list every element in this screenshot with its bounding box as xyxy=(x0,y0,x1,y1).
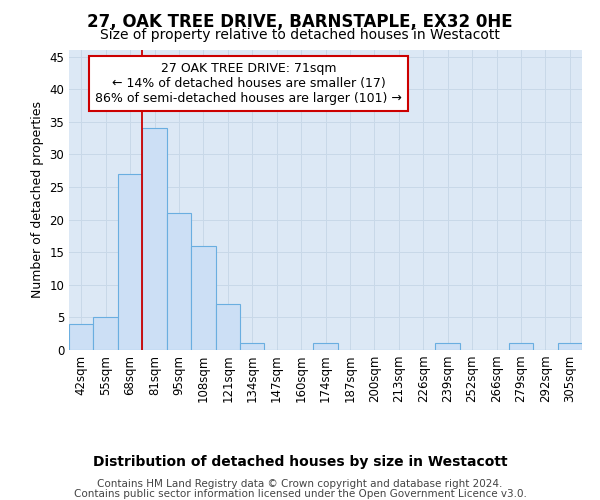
Text: Contains HM Land Registry data © Crown copyright and database right 2024.: Contains HM Land Registry data © Crown c… xyxy=(97,479,503,489)
Bar xyxy=(167,213,191,350)
Bar xyxy=(94,318,118,350)
Bar xyxy=(509,344,533,350)
Bar xyxy=(436,344,460,350)
Bar xyxy=(557,344,582,350)
Bar xyxy=(118,174,142,350)
Bar xyxy=(215,304,240,350)
Bar xyxy=(240,344,265,350)
Bar xyxy=(142,128,167,350)
Text: Size of property relative to detached houses in Westacott: Size of property relative to detached ho… xyxy=(100,28,500,42)
Y-axis label: Number of detached properties: Number of detached properties xyxy=(31,102,44,298)
Text: 27, OAK TREE DRIVE, BARNSTAPLE, EX32 0HE: 27, OAK TREE DRIVE, BARNSTAPLE, EX32 0HE xyxy=(87,12,513,30)
Text: 27 OAK TREE DRIVE: 71sqm
← 14% of detached houses are smaller (17)
86% of semi-d: 27 OAK TREE DRIVE: 71sqm ← 14% of detach… xyxy=(95,62,402,105)
Bar xyxy=(69,324,94,350)
Text: Contains public sector information licensed under the Open Government Licence v3: Contains public sector information licen… xyxy=(74,489,526,499)
Bar xyxy=(313,344,338,350)
Text: Distribution of detached houses by size in Westacott: Distribution of detached houses by size … xyxy=(92,455,508,469)
Bar xyxy=(191,246,215,350)
